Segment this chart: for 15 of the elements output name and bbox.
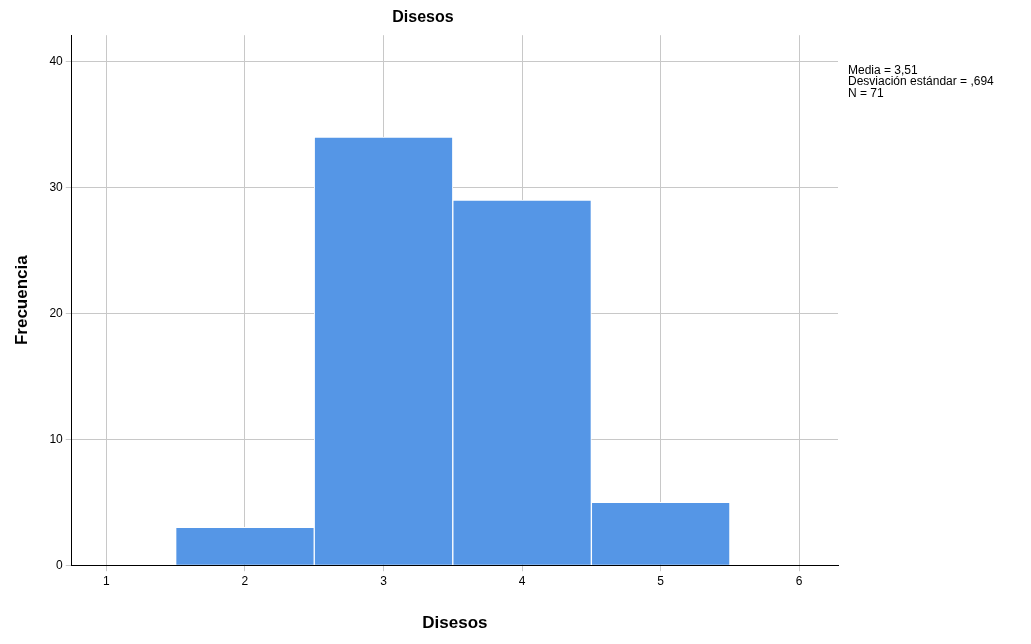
x-tick-label: 1 bbox=[103, 573, 111, 588]
chart-title: Disesos bbox=[392, 8, 454, 26]
y-tick-label: 0 bbox=[56, 557, 64, 572]
x-tick-label: 3 bbox=[380, 573, 388, 588]
y-tick-label: 40 bbox=[49, 53, 64, 68]
x-tick-label: 4 bbox=[518, 573, 526, 588]
y-tick-label: 10 bbox=[49, 431, 64, 446]
x-axis-title: Disesos bbox=[422, 613, 488, 633]
x-tick-label: 5 bbox=[657, 573, 665, 588]
x-tick-label: 2 bbox=[241, 573, 249, 588]
y-tick-label: 20 bbox=[49, 305, 64, 320]
x-tick-label: 6 bbox=[795, 573, 803, 588]
y-axis-title: Frecuencia bbox=[11, 254, 31, 346]
y-tick-label: 30 bbox=[49, 179, 64, 194]
text: Media = 3,51 bbox=[848, 62, 919, 77]
